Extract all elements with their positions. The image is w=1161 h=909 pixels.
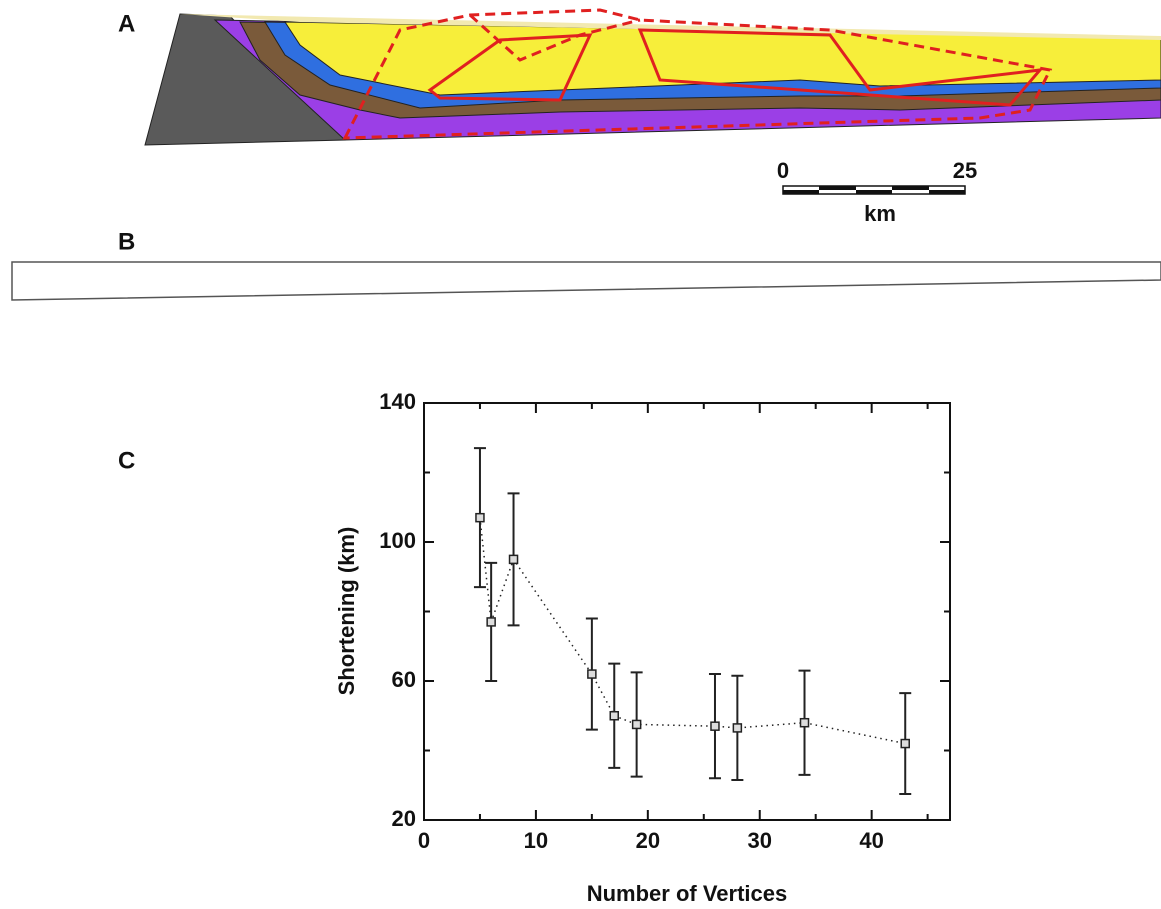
panel-label: C [118,447,135,474]
point [587,669,597,679]
x-tick-label: 20 [636,828,660,853]
x-axis-label: Number of Vertices [587,881,788,906]
y-tick-label: 140 [379,389,416,414]
scale-bar: 0 25 km [777,158,977,226]
y-tick-label: 20 [392,806,416,831]
point [710,721,720,731]
scale-tick: 25 [953,158,977,183]
scale-unit: km [864,201,896,226]
point [631,719,642,730]
point [508,554,519,565]
trend-line [479,517,906,745]
scale-tick: 0 [777,158,789,183]
x-tick-label: 30 [748,828,772,853]
point [799,717,810,728]
y-axis-label: Shortening (km) [334,527,359,696]
x-tick-label: 10 [524,828,548,853]
point [900,738,910,749]
section-outline [11,261,1161,301]
cross-section [144,8,1161,146]
y-tick-label: 100 [379,528,416,553]
panel-label: B [118,228,135,255]
panel-label: A [118,10,135,37]
plot: Number of Vertices Shortening (km) [334,402,951,906]
point [732,723,743,733]
x-tick-label: 0 [418,828,430,853]
point [475,512,485,523]
plot-frame [423,402,951,821]
point [609,711,620,721]
x-tick-label: 40 [859,828,883,853]
point [486,617,496,627]
y-tick-label: 60 [392,667,416,692]
